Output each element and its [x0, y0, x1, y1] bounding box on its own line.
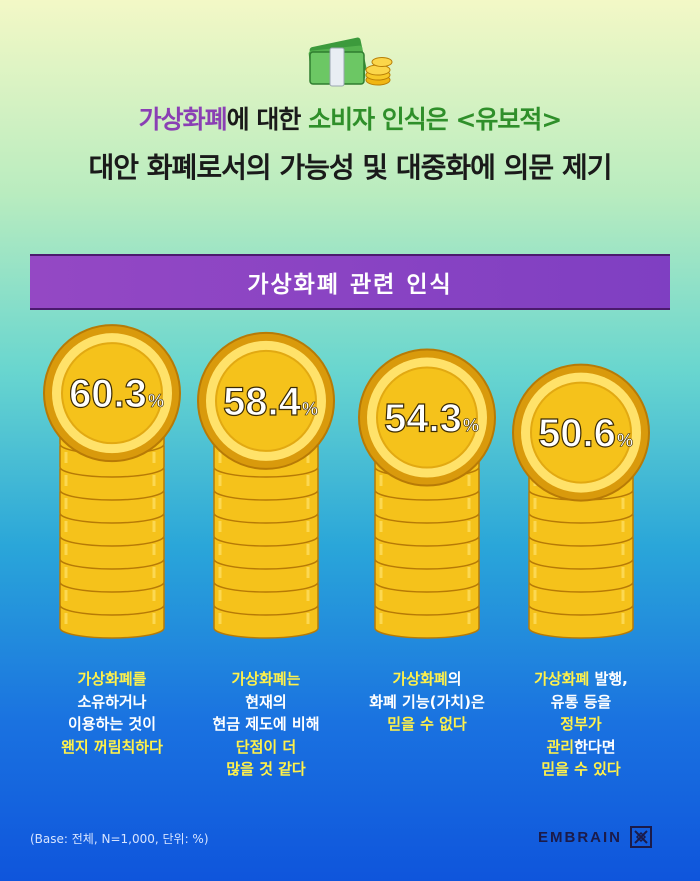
- category-text: 정부가: [560, 715, 602, 733]
- category-line: 관리한다면: [496, 736, 666, 759]
- category-line: 단점이 더: [181, 736, 351, 759]
- category-text: 발행,: [589, 670, 628, 688]
- category-line: 소유하거나: [27, 691, 197, 714]
- category-line: 가상화폐를: [27, 668, 197, 691]
- category-line: 정부가: [496, 713, 666, 736]
- page-title-line-1: 가상화폐에 대한 소비자 인식은 <유보적>: [0, 100, 700, 136]
- category-text: 믿을 수 없다: [387, 715, 467, 733]
- category-line: 많을 것 같다: [181, 758, 351, 781]
- logo-mark-icon: [630, 826, 652, 848]
- title-segment-2: 소비자 인식은 <유보적>: [308, 105, 562, 134]
- coin-stack-3: [358, 348, 496, 639]
- category-text: 한다면: [574, 737, 616, 756]
- category-text: 이용하는 것이: [67, 715, 157, 733]
- category-text: 소유하거나: [77, 692, 147, 711]
- category-line: 왠지 꺼림칙하다: [27, 736, 197, 759]
- embrain-logo: EMBRAIN: [538, 826, 652, 848]
- title-segment-1: 에 대한: [226, 105, 309, 134]
- category-text: 가상화폐: [392, 670, 448, 688]
- category-line: 화폐 기능(가치)은: [342, 691, 512, 714]
- category-label-3: 가상화폐의 화폐 기능(가치)은 믿을 수 없다: [342, 668, 512, 736]
- coin-stack-2: [197, 331, 335, 639]
- category-line: 현금 제도에 비해: [181, 713, 351, 736]
- data-label-1: 60.3: [69, 372, 147, 416]
- category-text: 단점이 더: [235, 737, 297, 756]
- category-line: 믿을 수 있다: [496, 758, 666, 781]
- category-text: 현금 제도에 비해: [212, 715, 320, 733]
- category-text: 유통 등을: [550, 692, 612, 711]
- category-text: 가상화폐는: [231, 670, 301, 688]
- category-text: 화폐 기능(가치)은: [369, 692, 485, 711]
- title-segment-0: 가상화폐: [138, 105, 228, 134]
- page-title-line-2: 대안 화폐로서의 가능성 및 대중화에 의문 제기: [88, 151, 613, 184]
- category-line: 가상화폐의: [342, 668, 512, 691]
- category-text: 가상화폐: [534, 670, 590, 688]
- logo-text: EMBRAIN: [538, 828, 622, 846]
- data-label-4: 50.6: [538, 412, 616, 456]
- unit-label-1: %: [148, 391, 164, 411]
- unit-label-2: %: [302, 399, 318, 419]
- category-text: 가상화폐를: [77, 670, 147, 688]
- base-note: (Base: 전체, N=1,000, 단위: %): [30, 832, 209, 846]
- category-line: 현재의: [181, 691, 351, 714]
- category-line: 가상화폐 발행,: [496, 668, 666, 691]
- chart-banner: 가상화폐 관련 인식: [30, 254, 670, 310]
- category-text: 관리: [546, 737, 575, 756]
- coin-stack-4: [512, 363, 650, 639]
- data-label-3: 54.3: [384, 397, 462, 441]
- unit-label-3: %: [463, 416, 479, 436]
- category-text: 의: [447, 670, 462, 688]
- category-line: 유통 등을: [496, 691, 666, 714]
- category-label-4: 가상화폐 발행, 유통 등을 정부가 관리한다면 믿을 수 있다: [496, 668, 666, 781]
- money-stack-icon: [308, 37, 393, 87]
- category-text: 현재의: [245, 692, 287, 711]
- category-text: 많을 것 같다: [226, 760, 306, 778]
- category-line: 이용하는 것이: [27, 713, 197, 736]
- unit-label-4: %: [617, 431, 633, 451]
- category-line: 믿을 수 없다: [342, 713, 512, 736]
- category-line: 가상화폐는: [181, 668, 351, 691]
- data-label-2: 58.4: [223, 380, 302, 424]
- category-text: 왠지 꺼림칙하다: [61, 737, 163, 756]
- coin-stack-1: [43, 324, 181, 639]
- category-text: 믿을 수 있다: [541, 760, 621, 778]
